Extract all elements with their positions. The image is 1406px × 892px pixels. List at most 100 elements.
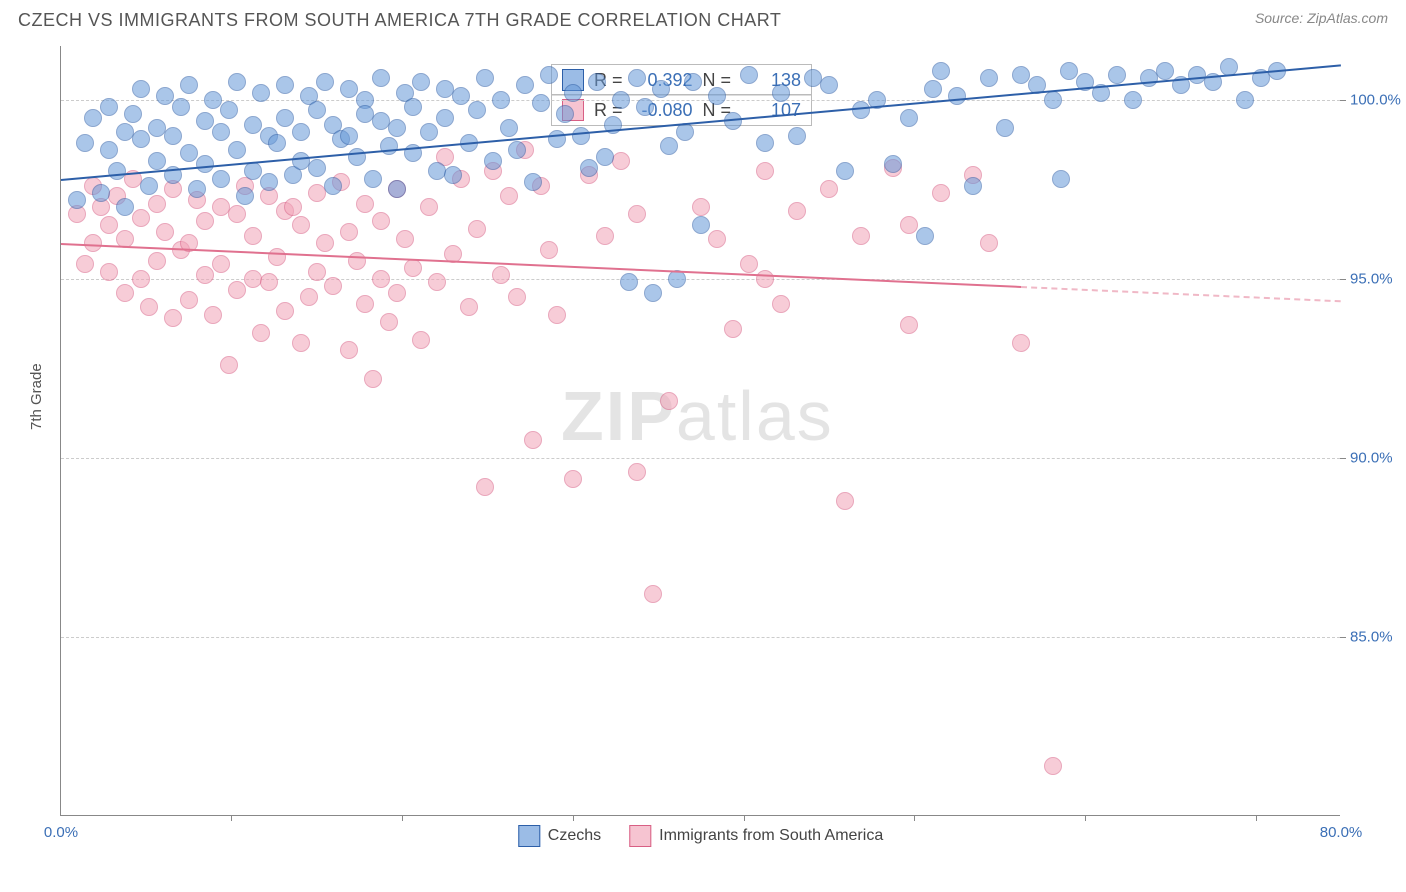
data-point-pink [268,248,286,266]
data-point-pink [308,263,326,281]
data-point-pink [756,270,774,288]
data-point-pink [244,227,262,245]
data-point-blue [412,73,430,91]
data-point-blue [436,109,454,127]
data-point-pink [524,431,542,449]
data-point-pink [292,216,310,234]
data-point-blue [140,177,158,195]
data-point-pink [564,470,582,488]
data-point-blue [820,76,838,94]
data-point-pink [244,270,262,288]
x-tick-mark [1256,815,1257,821]
x-tick-mark [231,815,232,821]
legend-label-blue: Czechs [548,827,601,845]
data-point-blue [524,173,542,191]
data-point-pink [660,392,678,410]
data-point-pink [340,341,358,359]
legend: Czechs Immigrants from South America [518,825,883,847]
data-point-blue [276,109,294,127]
data-point-blue [340,127,358,145]
data-point-blue [100,98,118,116]
data-point-blue [852,101,870,119]
data-point-pink [412,331,430,349]
data-point-blue [428,162,446,180]
data-point-pink [788,202,806,220]
data-point-pink [220,356,238,374]
data-point-blue [92,184,110,202]
gridline-h [61,100,1340,101]
data-point-blue [1124,91,1142,109]
data-point-blue [1044,91,1062,109]
data-point-pink [116,284,134,302]
data-point-blue [180,144,198,162]
data-point-blue [980,69,998,87]
data-point-blue [252,84,270,102]
data-point-blue [324,177,342,195]
data-point-pink [692,198,710,216]
data-point-pink [140,298,158,316]
data-point-blue [516,76,534,94]
data-point-pink [772,295,790,313]
data-point-pink [100,263,118,281]
data-point-pink [84,234,102,252]
data-point-blue [924,80,942,98]
x-tick-mark [744,815,745,821]
data-point-blue [612,91,630,109]
data-point-pink [372,212,390,230]
data-point-pink [404,259,422,277]
data-point-pink [364,370,382,388]
data-point-blue [756,134,774,152]
gridline-h [61,637,1340,638]
data-point-blue [292,123,310,141]
data-point-pink [420,198,438,216]
x-tick-mark [914,815,915,821]
gridline-h [61,458,1340,459]
x-tick-label: 80.0% [1320,824,1363,841]
data-point-pink [260,273,278,291]
legend-label-pink: Immigrants from South America [659,827,883,845]
data-point-pink [276,302,294,320]
data-point-pink [212,255,230,273]
x-tick-mark [573,815,574,821]
data-point-blue [196,112,214,130]
data-point-pink [348,252,366,270]
data-point-blue [660,137,678,155]
data-point-blue [884,155,902,173]
data-point-pink [100,216,118,234]
data-point-pink [156,223,174,241]
data-point-blue [484,152,502,170]
data-point-blue [364,170,382,188]
legend-item-blue: Czechs [518,825,601,847]
data-point-pink [508,288,526,306]
data-point-blue [156,87,174,105]
data-point-blue [340,80,358,98]
data-point-blue [916,227,934,245]
data-point-pink [612,152,630,170]
data-point-blue [404,98,422,116]
data-point-pink [644,585,662,603]
data-point-pink [548,306,566,324]
data-point-blue [1108,66,1126,84]
data-point-blue [212,123,230,141]
x-tick-mark [402,815,403,821]
data-point-blue [508,141,526,159]
data-point-blue [244,162,262,180]
data-point-pink [852,227,870,245]
data-point-pink [1044,757,1062,775]
data-point-blue [580,159,598,177]
data-point-pink [76,255,94,273]
y-tick-mark [1340,458,1346,459]
data-point-pink [324,277,342,295]
data-point-pink [164,309,182,327]
data-point-pink [468,220,486,238]
data-point-blue [932,62,950,80]
data-point-pink [300,288,318,306]
data-point-blue [108,162,126,180]
data-point-blue [388,180,406,198]
data-point-blue [1012,66,1030,84]
y-tick-mark [1340,637,1346,638]
watermark-bold: ZIP [561,377,676,455]
data-point-blue [836,162,854,180]
chart-title: CZECH VS IMMIGRANTS FROM SOUTH AMERICA 7… [18,10,781,31]
data-point-pink [724,320,742,338]
